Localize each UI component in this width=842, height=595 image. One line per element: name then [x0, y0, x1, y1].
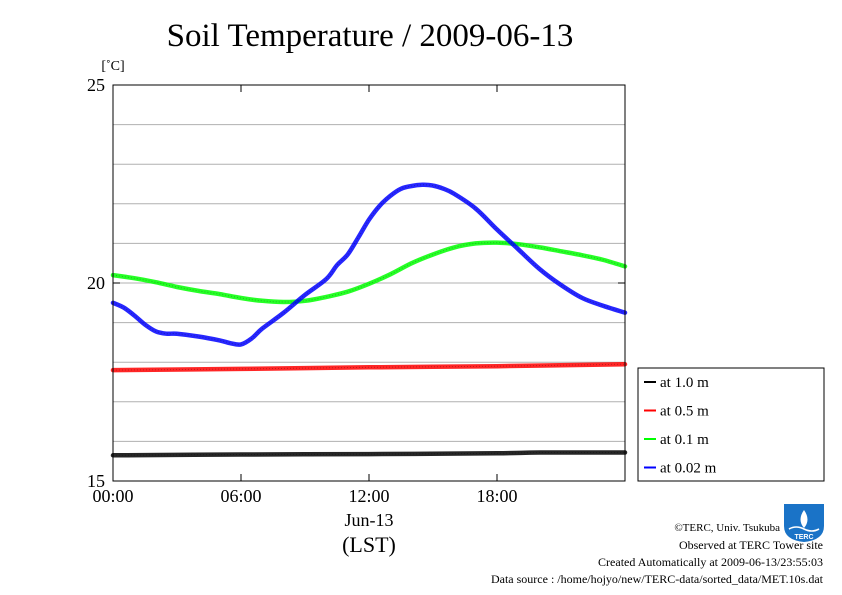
x-tick-label: 06:00 [220, 486, 261, 506]
terc-logo-text: TERC [794, 534, 813, 541]
terc-logo: TERC [784, 504, 824, 542]
legend-label-at-0-5-m: at 0.5 m [660, 404, 709, 420]
created-timestamp-text: Created Automatically at 2009-06-13/23:5… [598, 555, 823, 569]
series-noise-at-0-02-m [112, 184, 626, 346]
chart-title: Soil Temperature / 2009-06-13 [167, 18, 574, 54]
series-noise-at-0-1-m [112, 242, 626, 303]
x-tick-label: 12:00 [348, 486, 389, 506]
y-tick-label: 15 [87, 471, 105, 491]
legend-box [637, 367, 825, 482]
legend: at 1.0 m at 0.5 m at 0.1 m at 0.02 m [637, 367, 825, 482]
observation-site-text: Observed at TERC Tower site [679, 538, 823, 552]
series-line-at-1-0-m [110, 450, 628, 458]
x-tick-label: 00:00 [92, 486, 133, 506]
legend-label-at-0-1-m: at 0.1 m [660, 432, 709, 448]
terc-logo-drop-icon [800, 510, 808, 528]
series-noise-at-1-0-m [112, 451, 626, 456]
series-noise-at-0-5-m [112, 363, 626, 371]
series-line-at-0-02-m [110, 182, 628, 347]
axis-ticks: 15 20 25 00:00 06:00 12:00 18:00 [87, 75, 625, 506]
series-layer [110, 182, 628, 458]
series-line-at-0-5-m [110, 361, 628, 373]
y-tick-label: 25 [87, 75, 105, 95]
legend-label-at-1-0-m: at 1.0 m [660, 375, 709, 391]
y-unit-label: [˚C] [101, 59, 124, 74]
legend-label-at-0-02-m: at 0.02 m [660, 461, 717, 477]
x-tick-label: 18:00 [476, 486, 517, 506]
x-axis-label: (LST) [342, 532, 396, 557]
copyright-text: ©TERC, Univ. Tsukuba [674, 522, 780, 534]
data-source-text: Data source : /home/hojyo/new/TERC-data/… [491, 572, 824, 586]
terc-logo-wave-icon [788, 526, 820, 532]
series-line-at-0-1-m [110, 240, 628, 305]
x-axis-date-label: Jun-13 [345, 510, 394, 530]
y-tick-label: 20 [87, 273, 105, 293]
